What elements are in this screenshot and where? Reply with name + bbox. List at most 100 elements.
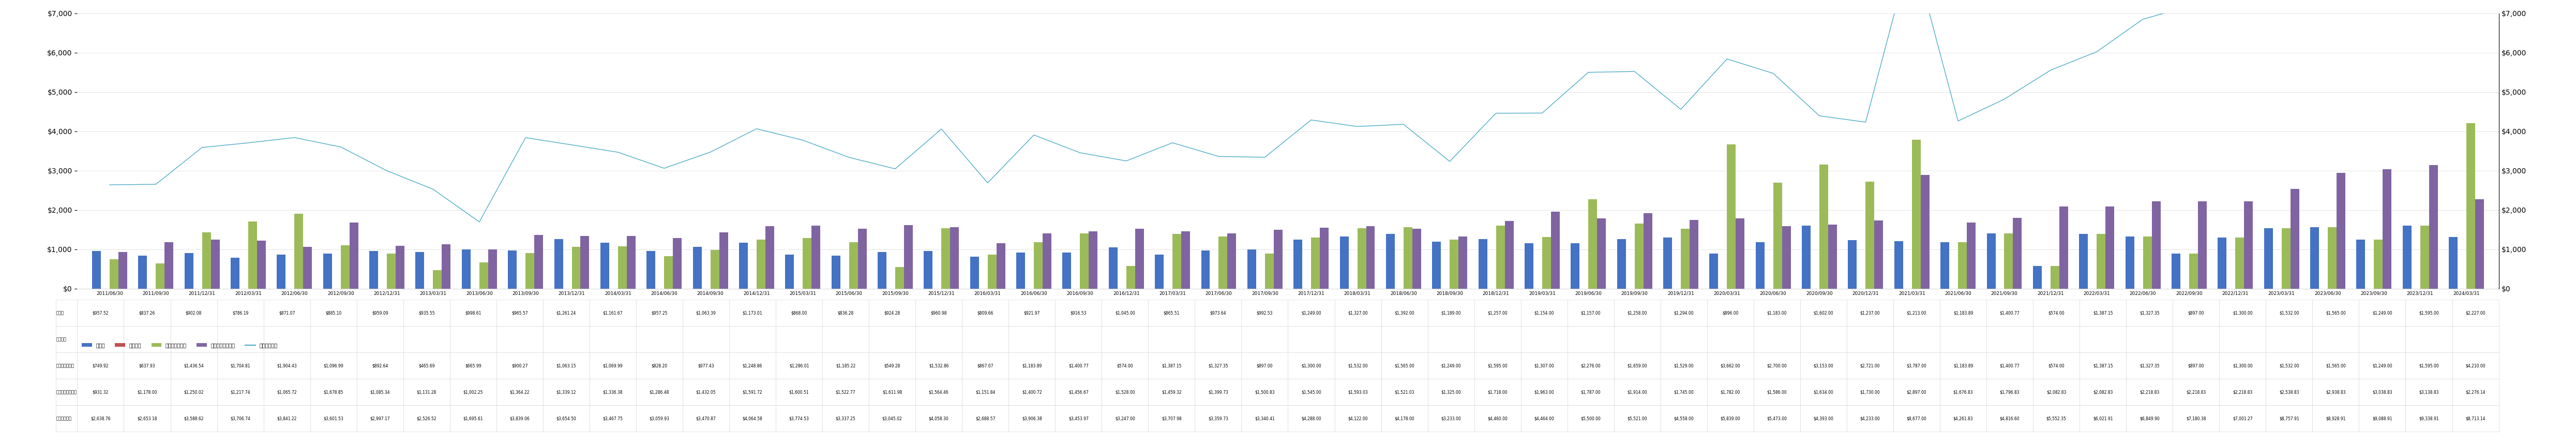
Bar	[201, 232, 211, 289]
Bar	[2357, 239, 2365, 289]
Bar	[258, 241, 265, 289]
Bar	[1829, 224, 1837, 289]
Bar	[1757, 242, 1765, 289]
Bar	[1108, 247, 1118, 289]
Bar	[2190, 254, 2197, 289]
Bar	[1497, 226, 1504, 289]
Bar	[2125, 236, 2133, 289]
Bar	[487, 249, 497, 289]
Bar	[1986, 234, 1996, 289]
Bar	[118, 252, 126, 289]
Bar	[1911, 140, 1922, 289]
Bar	[647, 251, 654, 289]
Bar	[1386, 234, 1394, 289]
Bar	[155, 263, 165, 289]
Bar	[832, 256, 840, 289]
流動負債合計	[278, 135, 309, 140]
Bar	[2244, 201, 2254, 289]
Bar	[93, 251, 100, 289]
Bar	[185, 253, 193, 289]
Bar	[693, 247, 701, 289]
Bar	[1940, 242, 1950, 289]
Bar	[1643, 213, 1651, 289]
Bar	[1571, 243, 1579, 289]
流動負債合計	[1574, 70, 1605, 75]
Legend: 買掛金, 繰延収益, 短期有利子負債, その他の流動負債, 流動負債合計: 買掛金, 繰延収益, 短期有利子負債, その他の流動負債, 流動負債合計	[80, 341, 281, 350]
Bar	[1061, 253, 1072, 289]
Bar	[1819, 165, 1829, 289]
Bar	[1079, 234, 1090, 289]
Bar	[878, 252, 886, 289]
Bar	[1458, 237, 1468, 289]
Bar	[719, 232, 729, 289]
Bar	[2264, 228, 2272, 289]
Bar	[1018, 252, 1025, 289]
Bar	[397, 246, 404, 289]
Bar	[1247, 250, 1257, 289]
Bar	[139, 256, 147, 289]
Bar	[1968, 222, 1976, 289]
Bar	[1319, 228, 1329, 289]
Bar	[1865, 182, 1875, 289]
Bar	[2282, 228, 2290, 289]
Bar	[1726, 145, 1736, 289]
Bar	[1690, 220, 1698, 289]
Bar	[1479, 239, 1486, 289]
Bar	[1893, 241, 1904, 289]
Bar	[1154, 254, 1164, 289]
Bar	[2311, 227, 2318, 289]
Bar	[2218, 238, 2226, 289]
Bar	[2032, 266, 2043, 289]
Bar	[580, 236, 590, 289]
Bar	[811, 226, 819, 289]
Bar	[925, 251, 933, 289]
Bar	[1033, 242, 1043, 289]
Bar	[2151, 201, 2161, 289]
Bar	[232, 258, 240, 289]
Bar	[2012, 218, 2022, 289]
Bar	[2476, 199, 2483, 289]
Bar	[2383, 169, 2391, 289]
Bar	[987, 254, 997, 289]
Bar	[1551, 211, 1558, 289]
Bar	[1801, 226, 1811, 289]
Bar	[850, 242, 858, 289]
Bar	[739, 242, 747, 289]
Bar	[1273, 230, 1283, 289]
Bar	[526, 253, 533, 289]
Bar	[533, 235, 544, 289]
Bar	[1136, 229, 1144, 289]
流動負債合計	[1664, 107, 1695, 112]
Bar	[368, 251, 379, 289]
Bar	[2058, 207, 2069, 289]
Bar	[2097, 234, 2105, 289]
Bar	[1404, 227, 1412, 289]
Bar	[1664, 238, 1672, 289]
Bar	[665, 256, 672, 289]
Bar	[1043, 234, 1051, 289]
流動負債合計	[971, 180, 1002, 186]
Bar	[1172, 234, 1182, 289]
Bar	[2004, 234, 2012, 289]
Bar	[1265, 254, 1273, 289]
Bar	[2105, 207, 2115, 289]
Bar	[1432, 242, 1440, 289]
流動負債合計	[1388, 122, 1419, 127]
Bar	[1597, 218, 1605, 289]
Bar	[554, 239, 564, 289]
Bar	[2079, 234, 2089, 289]
Bar	[2172, 254, 2179, 289]
Bar	[940, 228, 951, 289]
Bar	[304, 247, 312, 289]
Bar	[1710, 254, 1718, 289]
Bar	[1636, 223, 1643, 289]
Bar	[165, 242, 173, 289]
Bar	[1365, 226, 1376, 289]
Bar	[1543, 237, 1551, 289]
Bar	[2450, 237, 2458, 289]
Bar	[572, 247, 580, 289]
Bar	[951, 227, 958, 289]
Bar	[1847, 240, 1857, 289]
Bar	[2197, 201, 2208, 289]
Bar	[904, 225, 912, 289]
